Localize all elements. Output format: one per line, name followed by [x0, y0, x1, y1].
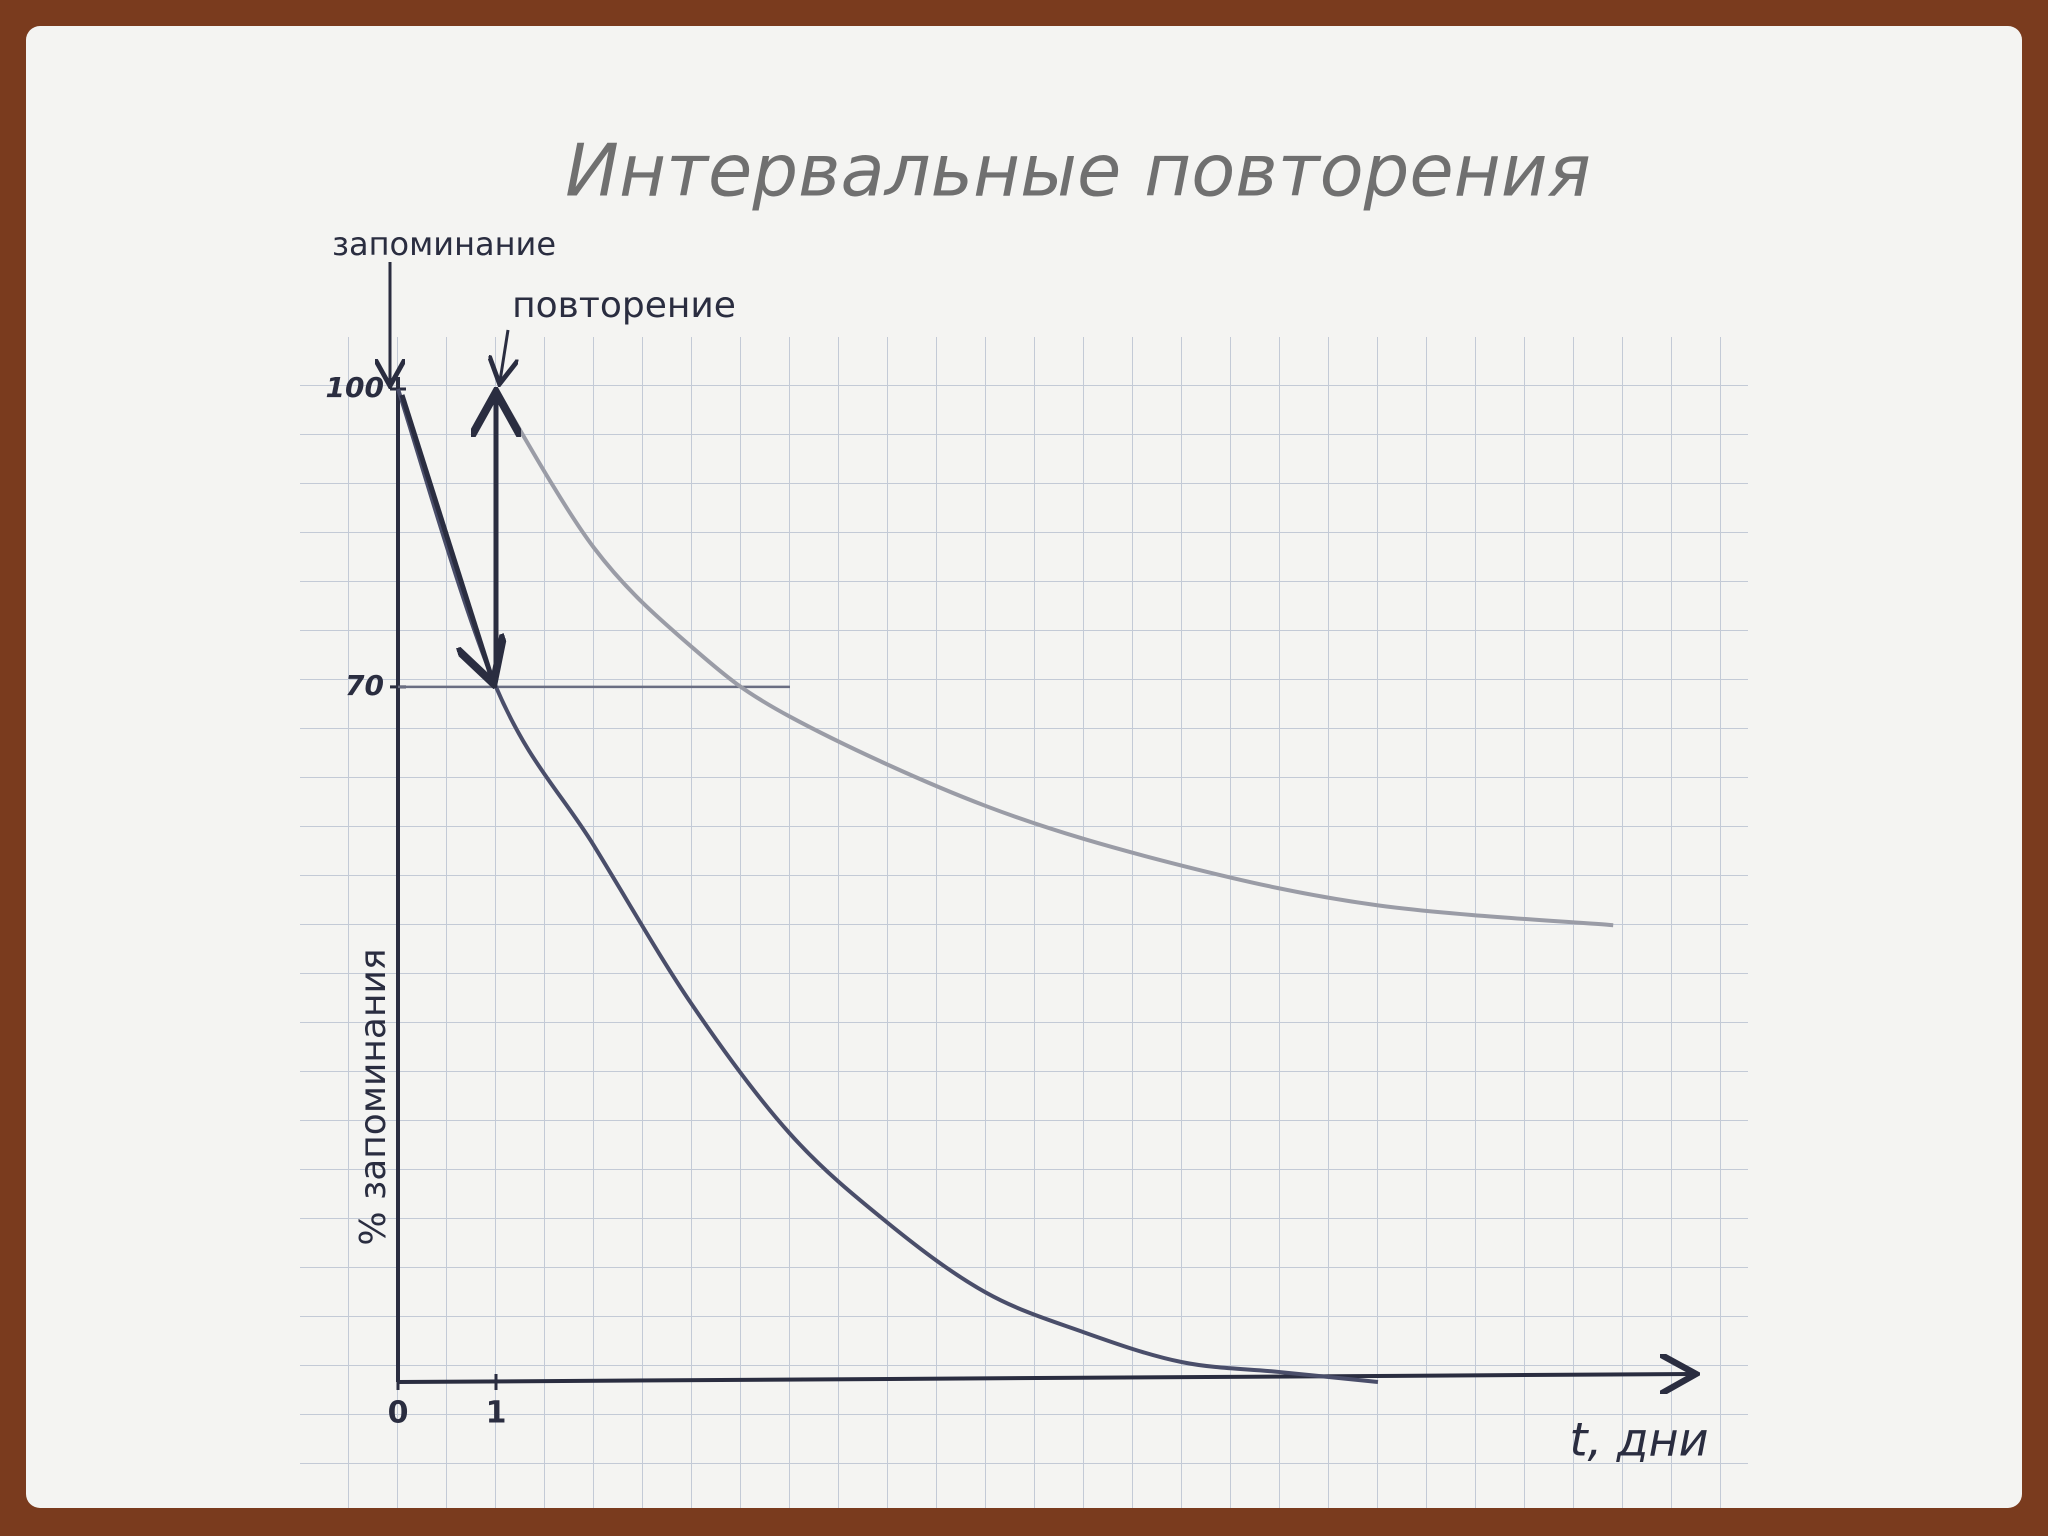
arrow: [399, 394, 492, 679]
arrow: [500, 329, 508, 381]
y-tick-label: 100: [326, 371, 384, 404]
curve: [494, 387, 1614, 928]
curve: [396, 388, 1379, 1384]
x-axis: [397, 1374, 1692, 1382]
chart-title: Интервальные повторения: [565, 129, 1591, 213]
y-axis-label: % запоминания: [353, 948, 394, 1245]
x-tick-label: 1: [486, 1396, 507, 1431]
graph-paper: [300, 337, 1748, 1508]
y-tick-label: 70: [345, 669, 384, 702]
x-tick-label: 0: [388, 1396, 409, 1431]
annotation: повторение: [512, 285, 736, 326]
annotation: запоминание: [332, 225, 556, 263]
x-axis-label: t, дни: [1569, 1413, 1708, 1467]
